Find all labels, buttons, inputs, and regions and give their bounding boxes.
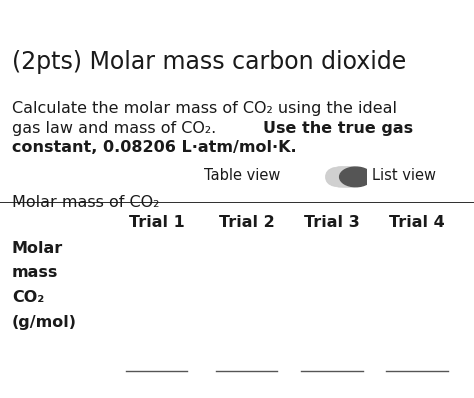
Text: (g/mol): (g/mol) [12,315,77,330]
Text: Molar mass of CO₂: Molar mass of CO₂ [12,195,159,210]
Text: Use the true gas: Use the true gas [263,121,413,137]
Text: mass: mass [12,265,58,281]
Text: Molar: Molar [12,241,63,256]
Text: Trial 2: Trial 2 [219,215,274,230]
Text: Calculate the molar mass of CO₂ using the ideal: Calculate the molar mass of CO₂ using th… [12,101,397,117]
Text: List view: List view [372,168,436,183]
Text: Trial 4: Trial 4 [389,215,445,230]
Text: (2pts) Molar mass carbon dioxide: (2pts) Molar mass carbon dioxide [12,50,406,74]
Text: gas law and mass of CO₂.: gas law and mass of CO₂. [12,121,221,137]
Text: Trial 1: Trial 1 [128,215,184,230]
Text: Table view: Table view [204,168,280,183]
Text: constant, 0.08206 L·atm/mol·K.: constant, 0.08206 L·atm/mol·K. [12,140,296,155]
FancyBboxPatch shape [326,167,366,187]
Text: Trial 3: Trial 3 [304,215,360,230]
Circle shape [339,167,372,187]
Text: CO₂: CO₂ [12,290,44,305]
